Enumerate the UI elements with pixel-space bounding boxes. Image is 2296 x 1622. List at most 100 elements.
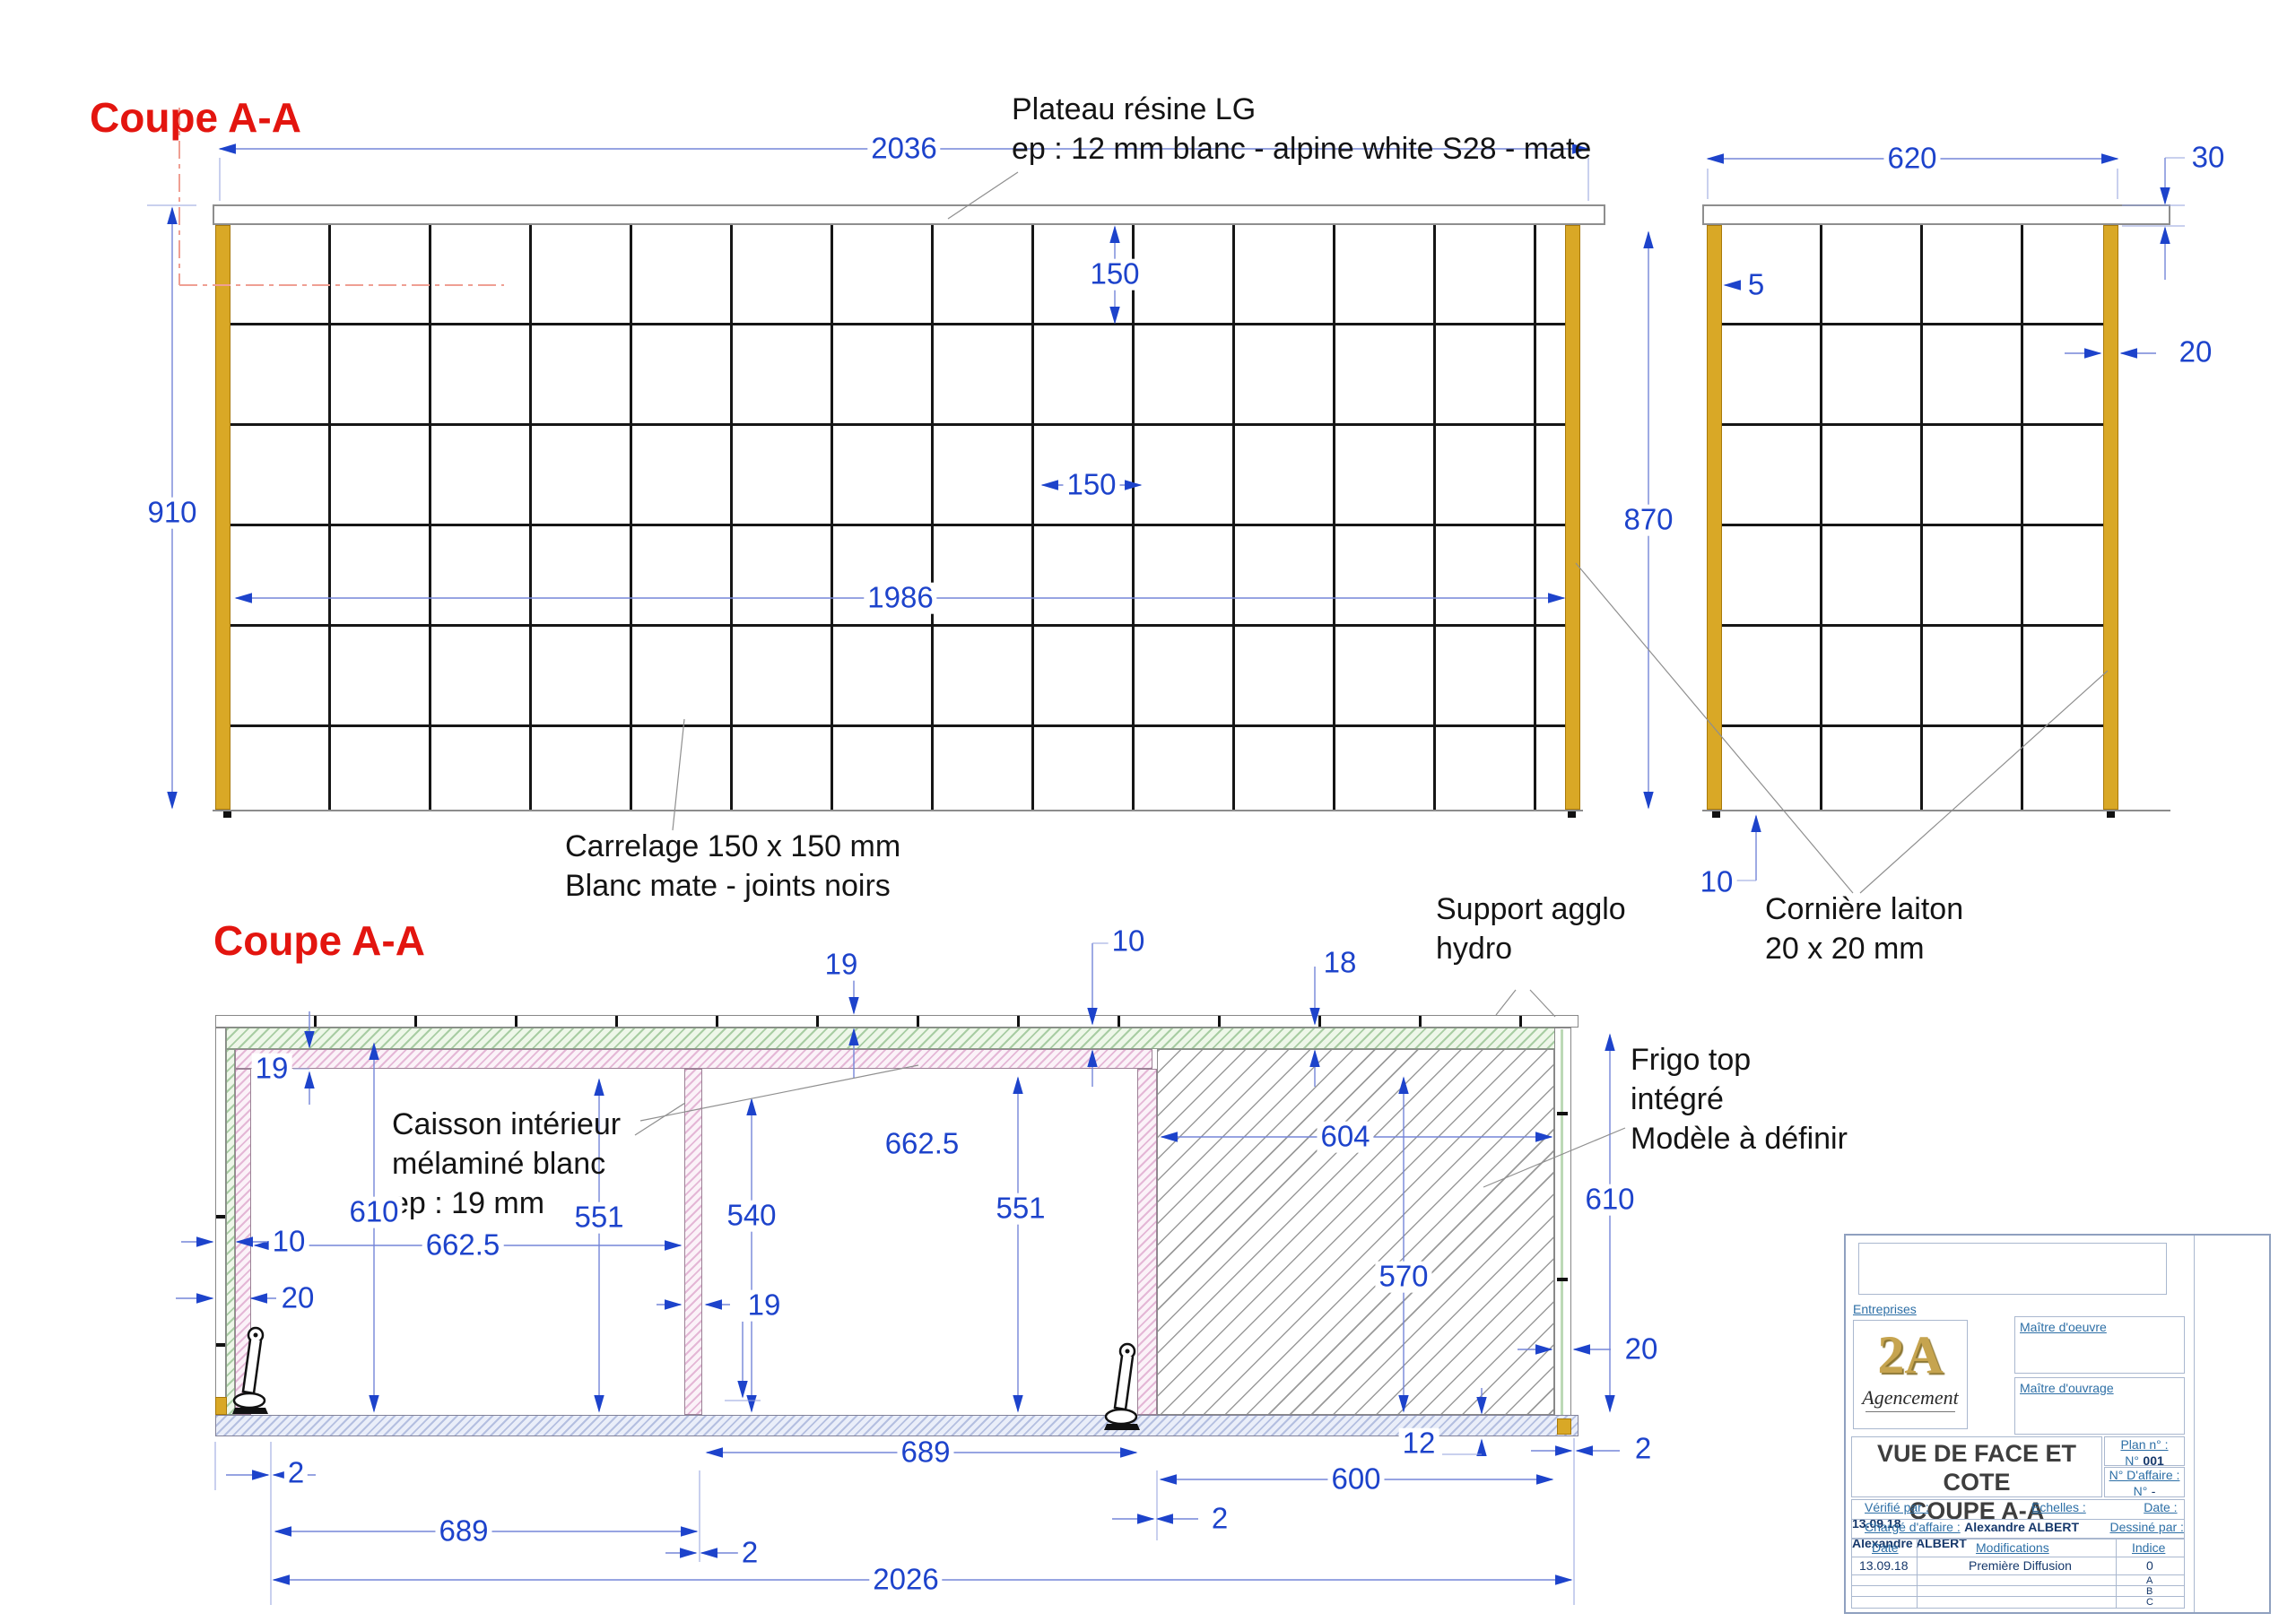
dim-module1: 689 [435,1515,492,1548]
label-carrelage: Carrelage 150 x 150 mm Blanc mate - join… [565,827,900,906]
foot-mark [2107,811,2115,818]
affaire-number-box: N° D'affaire : N° - [2104,1467,2185,1498]
label-corniere: Cornière laiton 20 x 20 mm [1765,889,1963,968]
drawing-title-box: VUE DE FACE ET COTE COUPE A-A [1851,1436,2102,1524]
dim-divider-thickness: 19 [744,1289,785,1322]
verifie-label: Vérifié par : [1865,1500,1929,1514]
section-melamine-top [235,1049,1152,1069]
drawing-title-line2: COUPE A-A [1909,1497,2045,1524]
dim-side-width: 620 [1883,143,1941,175]
logo-2a: 2A [1877,1325,1944,1384]
dim-inner-width: 1986 [864,582,937,614]
dim-agglo-thickness: 18 [1319,947,1361,979]
section-title-top: Coupe A-A [90,94,301,141]
label-frigo: Frigo top intégré Modèle à définir [1631,1040,1848,1158]
title-block-margin-line [2194,1236,2195,1612]
section-divider-1 [684,1069,702,1415]
label-carrelage-line1: Carrelage 150 x 150 mm [565,829,901,863]
label-support: Support agglo hydro [1436,889,1626,968]
date-value: 13.09.18 [1852,1516,1901,1531]
section-left-wall-outer [215,1028,226,1415]
drawing-title-line1: VUE DE FACE ET COTE [1876,1440,2077,1496]
dim-comp1-inner-height: 551 [570,1201,628,1234]
dim-wall-gap10: 10 [268,1226,309,1258]
brass-block-right [1557,1418,1571,1435]
table-header-modifications: Modifications [1976,1540,2049,1555]
dim-gap-d: 2 [1631,1433,1656,1465]
wall-tick [1557,1278,1568,1281]
revision-date: 13.09.18 [1859,1558,1909,1573]
label-frigo-line3: Modèle à définir [1631,1122,1848,1156]
title-block: Entreprises 2A Agencement Maître d'oeuvr… [1844,1234,2271,1614]
table-header-date: Date [1872,1540,1899,1555]
label-caisson-line1: Caisson intérieur [392,1107,622,1141]
maitre-oeuvre-box: Maître d'oeuvre [2014,1316,2185,1374]
dim-frigo-width: 604 [1317,1121,1374,1153]
dim-right-wall: 20 [1621,1333,1662,1366]
dim-right-height: 870 [1620,504,1677,536]
dim-frigo-height: 570 [1375,1261,1432,1293]
label-carrelage-line2: Blanc mate - joints noirs [565,869,891,903]
dim-gap-b: 2 [737,1537,762,1569]
table-row-line [1852,1574,2184,1575]
brass-corner-front-right [1565,225,1580,810]
charge-label: Chargé d'affaire : [1865,1520,1961,1534]
wall-tick [216,1215,225,1219]
dim-corner-drop: 10 [1696,866,1737,898]
section-bottom-panel [215,1415,1578,1436]
table-col-line [2116,1540,2117,1608]
label-plateau-line1: Plateau résine LG [1012,92,1257,126]
side-baseline [1702,810,2170,811]
indice-b: B [2146,1586,2153,1597]
table-header-indice: Indice [2132,1540,2166,1555]
maitre-oeuvre-label: Maître d'oeuvre [2020,1320,2107,1334]
dim-top-panel-a: 19 [251,1053,292,1085]
dim-comp1-width: 662.5 [422,1229,504,1262]
label-corniere-line2: 20 x 20 mm [1765,932,1925,966]
info-row-1: Vérifié par : Echelles : Date : 13.09.18 [1851,1499,2185,1531]
maitre-ouvrage-box: Maître d'ouvrage [2014,1377,2185,1435]
echelles-label: Echelles : [2031,1500,2086,1514]
section-frigo-zone [1157,1049,1554,1415]
countertop-plate-front [213,204,1605,225]
revision-indice: 0 [2146,1558,2153,1573]
dim-tile-width: 150 [1063,469,1120,501]
section-agglo-band [226,1028,1571,1049]
dim-tile-height: 150 [1086,258,1144,291]
dim-wall-gap20: 20 [277,1282,318,1314]
label-corniere-line1: Cornière laiton [1765,892,1964,926]
label-support-line1: Support agglo [1436,892,1626,926]
table-row-line [1852,1585,2184,1586]
dim-bottom-panel: 12 [1398,1427,1439,1460]
dim-resin-gap: 10 [1108,925,1149,958]
table-row-line [1852,1596,2184,1597]
dim-comp2-left-height: 540 [723,1200,780,1232]
section-resin-top [215,1015,1578,1028]
affaire-number-value: - [2151,1484,2156,1498]
indice-c: C [2146,1597,2153,1608]
dim-joint-gap: 5 [1744,269,1769,301]
dim-module2: 689 [897,1436,954,1469]
brass-corner-side-left [1707,225,1722,810]
dim-plateau-width: 2036 [867,133,941,165]
affaire-number-prefix: N° [2133,1484,2148,1498]
logo-agencement: Agencement [1862,1386,1959,1409]
section-left-wall-agglo [226,1049,235,1415]
label-frigo-line1: Frigo top [1631,1043,1752,1077]
label-caisson-line2: mélaminé blanc [392,1147,606,1181]
info-row-2: Chargé d'affaire : Alexandre ALBERT Dess… [1851,1519,2185,1550]
dim-comp2-inner-height: 551 [992,1193,1049,1225]
logo-box: 2A Agencement [1853,1320,1968,1429]
right-wall-line [1561,1029,1563,1433]
plan-number-value: 001 [2143,1453,2164,1468]
dim-right-inner-height: 610 [1581,1184,1639,1216]
label-plateau-line2: ep : 12 mm blanc - alpine white S28 - ma… [1012,132,1592,166]
foot-mark [1568,811,1576,818]
entreprises-label: Entreprises [1853,1302,1917,1316]
brass-corner-side-right [2103,225,2118,810]
hinge-icon [232,1326,268,1414]
charge-value: Alexandre ALBERT [1964,1520,2079,1534]
dim-comp2-width: 662.5 [881,1128,963,1160]
revision-table: Date Modifications Indice 13.09.18 Premi… [1851,1539,2185,1609]
